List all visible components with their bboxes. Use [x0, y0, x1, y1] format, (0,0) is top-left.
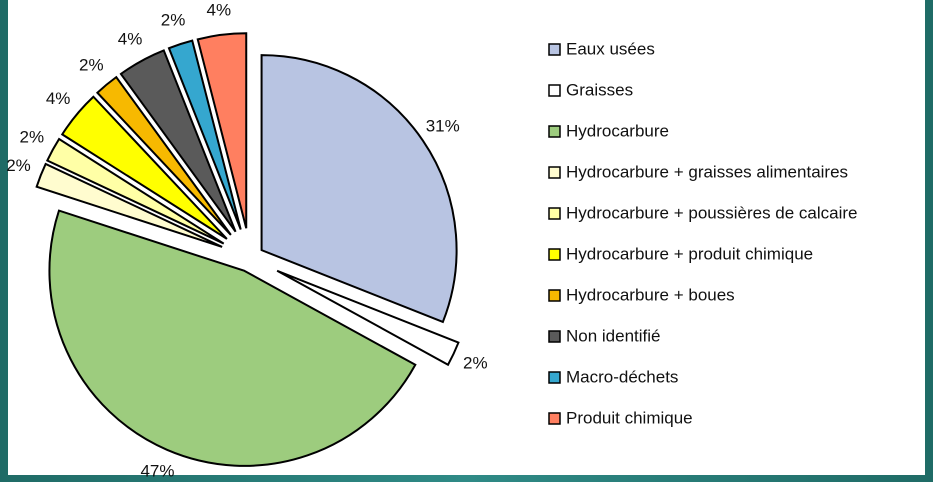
legend-swatch [548, 412, 561, 425]
legend-swatch [548, 371, 561, 384]
pie-slice [167, 39, 242, 230]
pie-slice [60, 95, 228, 240]
legend-swatch [548, 330, 561, 343]
legend-label: Hydrocarbure + graisses alimentaires [566, 162, 848, 181]
pie-slice [48, 209, 417, 467]
slice-label: 2% [6, 156, 31, 175]
legend-label: Hydrocarbure + poussières de calcaire [566, 203, 858, 222]
legend-label: Hydrocarbure + boues [566, 285, 735, 304]
pie-slice [196, 32, 248, 229]
slice-label: 4% [118, 29, 143, 48]
legend-label: Non identifié [566, 326, 661, 345]
legend-swatch [548, 248, 561, 261]
legend-label: Hydrocarbure [566, 121, 669, 140]
slice-label: 2% [79, 56, 104, 75]
slice-label: 2% [463, 354, 488, 373]
pie-slice [45, 137, 225, 245]
legend-swatch [548, 289, 561, 302]
legend-label: Macro-déchets [566, 367, 678, 386]
pie-slice [95, 75, 232, 236]
slice-label: 31% [426, 117, 460, 136]
legend-label: Graisses [566, 80, 633, 99]
pie-slice [119, 49, 237, 233]
slice-label: 2% [20, 128, 45, 147]
pie-slice [260, 54, 458, 324]
slice-label: 47% [140, 461, 174, 480]
legend-swatch [548, 125, 561, 138]
legend-label: Eaux usées [566, 39, 655, 58]
pie-slice [35, 162, 223, 248]
slice-label: 4% [207, 0, 232, 19]
legend-swatch [548, 43, 561, 56]
legend-label: Produit chimique [566, 408, 693, 427]
legend-swatch [548, 166, 561, 179]
pie-slice [276, 269, 460, 367]
slice-label: 2% [161, 11, 186, 30]
slice-label: 4% [46, 89, 71, 108]
legend-swatch [548, 207, 561, 220]
legend-label: Hydrocarbure + produit chimique [566, 244, 813, 263]
legend-swatch [548, 84, 561, 97]
